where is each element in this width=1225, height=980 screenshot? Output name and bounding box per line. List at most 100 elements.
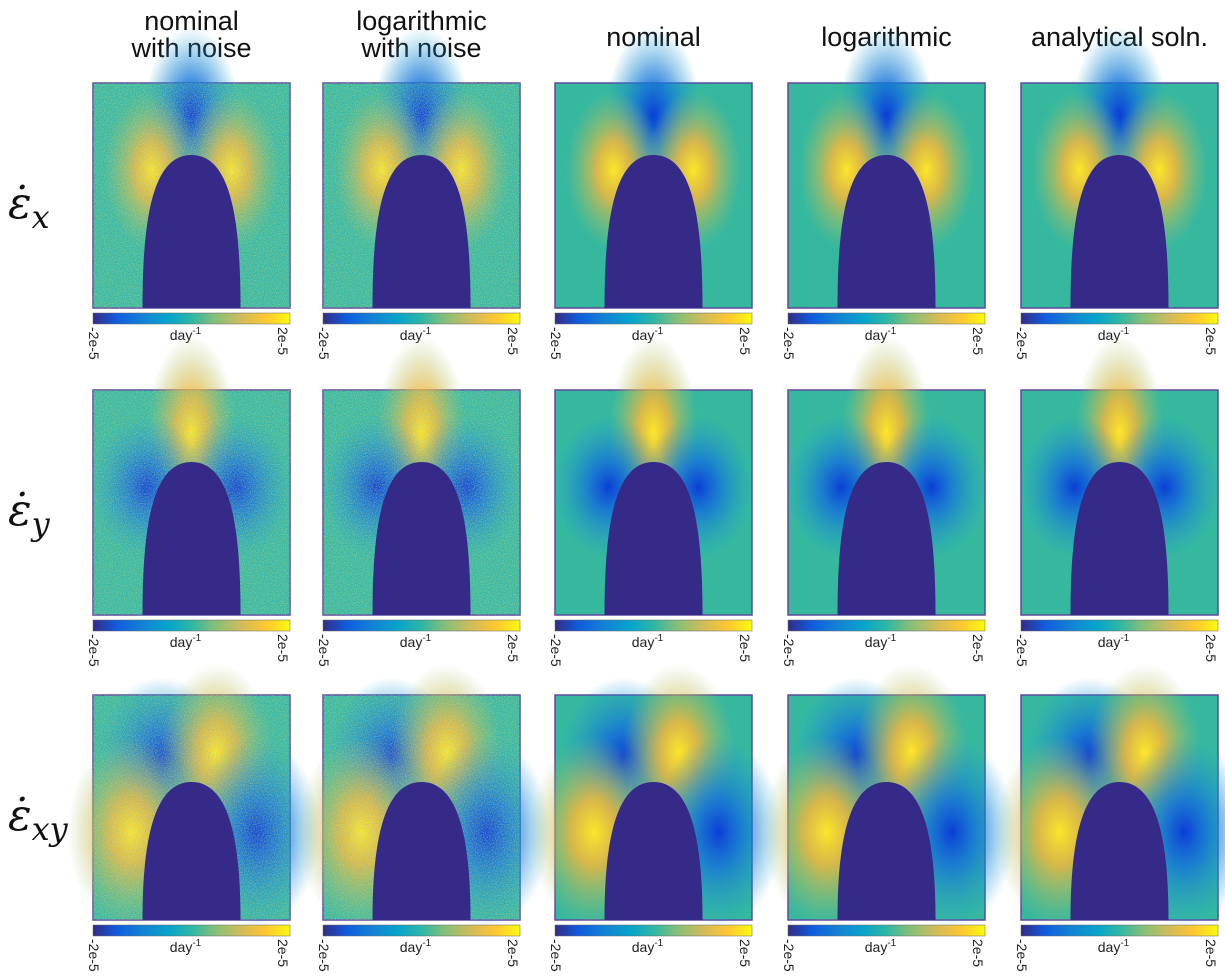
panel: -2e-5 2e-5 day-1 (762, 664, 1016, 972)
colorbar (322, 619, 521, 632)
colorbar-min: -2e-5 (548, 939, 564, 972)
unit-exponent: -1 (192, 938, 201, 949)
colorbar-max: 2e-5 (737, 634, 753, 662)
colorbar-min: -2e-5 (1014, 939, 1030, 972)
glacier-mask (837, 462, 936, 615)
colorbar-max: 2e-5 (1203, 327, 1219, 355)
colorbar-max: 2e-5 (737, 327, 753, 355)
colorbar (787, 312, 986, 325)
panel: -2e-5 2e-5 day-1 (548, 336, 755, 667)
unit-exponent: -1 (654, 938, 663, 949)
colorbar-max: 2e-5 (970, 634, 986, 662)
glacier-mask (1070, 155, 1169, 308)
row-label: ε̇y (8, 485, 51, 543)
unit: day (400, 939, 423, 955)
panel: -2e-5 2e-5 day-1 (67, 664, 321, 972)
colorbar (92, 619, 291, 632)
colorbar (1020, 312, 1219, 325)
colorbar (787, 924, 986, 937)
colorbar-min: -2e-5 (781, 634, 797, 667)
colorbar (787, 619, 986, 632)
unit: day (400, 634, 423, 650)
colorbar-min: -2e-5 (86, 634, 102, 667)
colorbar (1020, 619, 1219, 632)
glacier-mask (372, 782, 471, 920)
unit: day (632, 939, 655, 955)
unit-exponent: -1 (887, 938, 896, 949)
unit-exponent: -1 (887, 633, 896, 644)
colorbar (554, 312, 753, 325)
colorbar-unit: day-1 (632, 633, 664, 650)
colorbar-max: 2e-5 (1203, 939, 1219, 967)
colorbar-min: -2e-5 (781, 327, 797, 360)
colorbar-min: -2e-5 (86, 939, 102, 972)
colorbar-min: -2e-5 (1014, 327, 1030, 360)
colorbar (92, 312, 291, 325)
unit-exponent: -1 (654, 633, 663, 644)
glacier-mask (142, 462, 241, 615)
colorbar-max: 2e-5 (505, 634, 521, 662)
colorbar-min: -2e-5 (781, 939, 797, 972)
colorbar-unit: day-1 (400, 633, 432, 650)
glacier-mask (372, 155, 471, 308)
glacier-mask (837, 155, 936, 308)
row-label: ε̇x (8, 178, 50, 236)
colorbar (554, 619, 753, 632)
unit-exponent: -1 (422, 326, 431, 337)
colorbar-unit: day-1 (400, 938, 432, 955)
unit-exponent: -1 (887, 326, 896, 337)
unit-exponent: -1 (422, 938, 431, 949)
unit: day (632, 634, 655, 650)
unit: day (170, 634, 193, 650)
row-symbol: ε̇ (8, 178, 32, 229)
row-symbol: ε̇ (8, 790, 32, 841)
colorbar-min: -2e-5 (1014, 634, 1030, 667)
colorbar-max: 2e-5 (505, 939, 521, 967)
glacier-mask (604, 462, 703, 615)
colorbar-unit: day-1 (170, 938, 202, 955)
glacier-mask (604, 782, 703, 920)
colorbar-max: 2e-5 (275, 327, 291, 355)
unit-exponent: -1 (654, 326, 663, 337)
colorbar-max: 2e-5 (275, 939, 291, 967)
glacier-mask (604, 155, 703, 308)
panel: -2e-5 2e-5 day-1 (316, 336, 523, 667)
colorbar-unit: day-1 (170, 633, 202, 650)
colorbar-max: 2e-5 (970, 939, 986, 967)
glacier-mask (837, 782, 936, 920)
glacier-mask (142, 155, 241, 308)
unit: day (1098, 634, 1121, 650)
colorbar-max: 2e-5 (275, 634, 291, 662)
row-symbol: ε̇ (8, 485, 32, 536)
colorbar-max: 2e-5 (970, 327, 986, 355)
colorbar (322, 924, 521, 937)
colorbar-max: 2e-5 (505, 327, 521, 355)
unit-exponent: -1 (1120, 938, 1129, 949)
unit: day (865, 939, 888, 955)
colorbar (92, 924, 291, 937)
unit-exponent: -1 (1120, 633, 1129, 644)
panel: -2e-5 2e-5 day-1 (995, 664, 1225, 972)
colorbar-unit: day-1 (865, 938, 897, 955)
glacier-mask (142, 782, 241, 920)
glacier-mask (1070, 462, 1169, 615)
row-subscript: x (32, 198, 50, 236)
colorbar-min: -2e-5 (548, 634, 564, 667)
row-label: ε̇xy (8, 790, 69, 848)
panel: -2e-5 2e-5 day-1 (86, 336, 293, 667)
colorbar-min: -2e-5 (548, 327, 564, 360)
unit-exponent: -1 (422, 633, 431, 644)
unit: day (1098, 939, 1121, 955)
colorbar-min: -2e-5 (316, 634, 332, 667)
glacier-mask (1070, 782, 1169, 920)
